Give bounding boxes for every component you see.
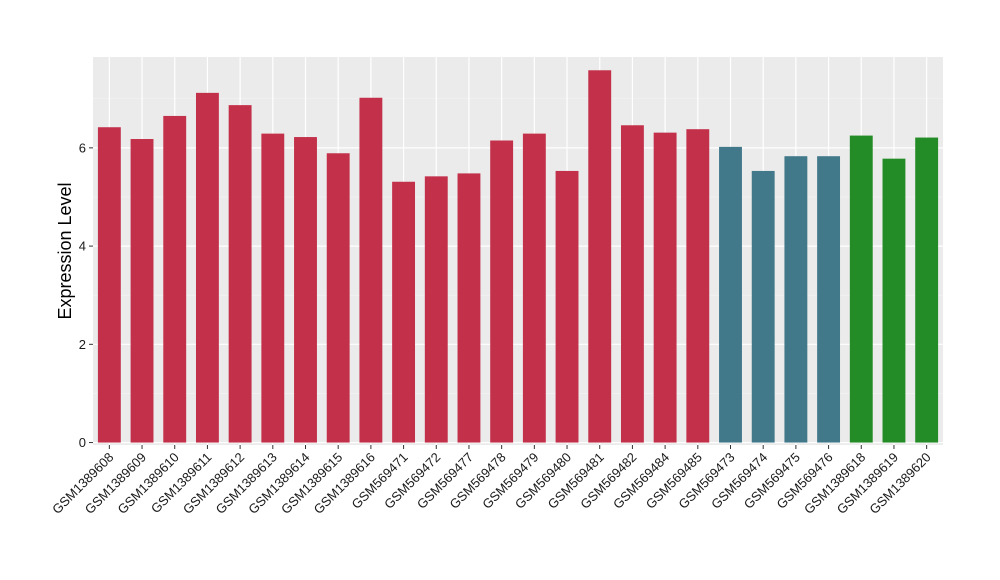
- bar-gsm1389608: [97, 127, 121, 443]
- bars: [97, 70, 939, 443]
- y-tick-label: 6: [79, 140, 86, 155]
- bar-gsm1389620: [915, 137, 939, 443]
- bar-gsm1389615: [326, 153, 350, 443]
- bar-gsm569478: [490, 140, 514, 443]
- bar-gsm569480: [555, 170, 579, 443]
- y-tick-label: 0: [79, 435, 86, 450]
- bar-gsm569485: [686, 129, 710, 443]
- bar-gsm1389619: [882, 158, 906, 443]
- bar-gsm1389613: [261, 133, 285, 443]
- bar-gsm1389610: [163, 115, 187, 443]
- bar-gsm569473: [719, 146, 742, 443]
- bar-gsm1389614: [294, 137, 317, 443]
- bar-gsm569481: [588, 70, 612, 443]
- bar-gsm569477: [457, 173, 481, 443]
- bar-gsm569479: [522, 133, 546, 443]
- bar-gsm569475: [784, 156, 808, 443]
- y-axis: 0 2 4 6: [79, 140, 93, 450]
- bar-gsm569471: [392, 181, 416, 443]
- bar-gsm1389612: [228, 105, 252, 443]
- x-axis: GSM1389608GSM1389609GSM1389610GSM1389611…: [49, 445, 934, 517]
- bar-gsm569476: [817, 156, 841, 443]
- bar-gsm1389609: [130, 139, 154, 443]
- bar-gsm1389616: [359, 97, 383, 443]
- bar-gsm1389611: [195, 92, 219, 443]
- bar-gsm569472: [424, 176, 448, 443]
- bar-gsm569482: [620, 125, 644, 443]
- y-tick-label: 2: [79, 337, 86, 352]
- bar-gsm569484: [653, 132, 677, 443]
- bar-gsm1389618: [849, 135, 873, 443]
- y-axis-title: Expression Level: [55, 182, 75, 319]
- bar-gsm569474: [751, 170, 775, 443]
- plot-panel: [93, 57, 943, 445]
- y-tick-label: 4: [79, 239, 86, 254]
